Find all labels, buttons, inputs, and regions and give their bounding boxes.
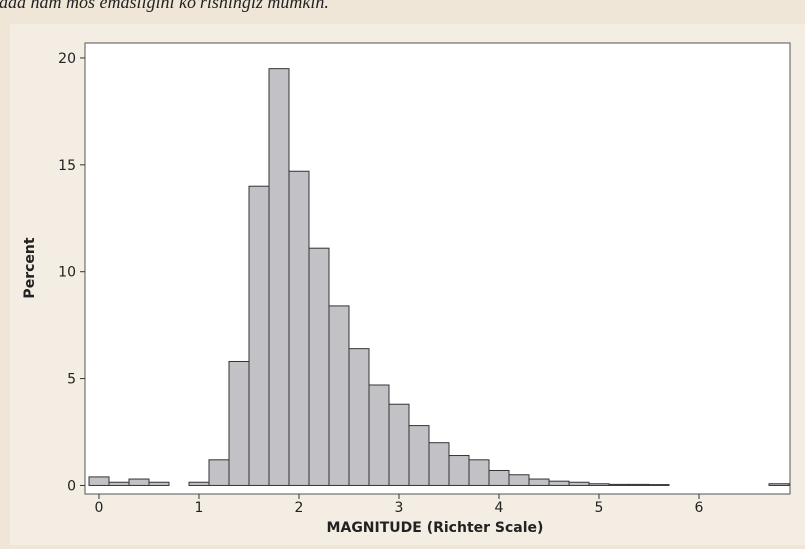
- y-axis-label: Percent: [22, 237, 38, 298]
- bar: [288, 170, 310, 486]
- bar: [408, 425, 430, 486]
- x-tick-label: 6: [695, 500, 704, 516]
- x-tick-label: 5: [595, 500, 604, 516]
- bar: [548, 480, 570, 486]
- bar: [88, 476, 110, 486]
- bar: [568, 481, 590, 486]
- bar: [368, 384, 390, 486]
- bar: [488, 469, 510, 486]
- y-tick-label: 10: [58, 265, 76, 281]
- y-tick-label: 0: [67, 478, 76, 494]
- x-tick-label: 1: [195, 500, 204, 516]
- x-tick-label: 3: [395, 500, 404, 516]
- x-tick-label: 0: [95, 500, 104, 516]
- bar: [768, 483, 790, 486]
- y-tick-label: 20: [58, 51, 76, 67]
- bar: [208, 459, 230, 486]
- bar: [228, 360, 250, 486]
- bar: [148, 481, 170, 486]
- y-tick-label: 5: [67, 372, 76, 388]
- x-tick-label: 4: [495, 500, 504, 516]
- bar: [528, 478, 550, 486]
- bar: [348, 348, 370, 486]
- bar: [608, 483, 630, 486]
- plot-area: [84, 42, 791, 495]
- y-tick-label: 15: [58, 158, 76, 174]
- x-axis-label: MAGNITUDE (Richter Scale): [327, 520, 544, 536]
- caption: fada ham mos emasligini ko'rishingiz mum…: [0, 0, 329, 12]
- bar: [588, 483, 610, 486]
- bar: [128, 478, 150, 486]
- bar: [328, 305, 350, 486]
- bar: [508, 474, 530, 486]
- bar: [308, 247, 330, 486]
- bar: [428, 442, 450, 486]
- bar: [108, 481, 130, 486]
- bar: [448, 455, 470, 486]
- bar: [628, 483, 650, 486]
- bar: [468, 459, 490, 486]
- bar: [268, 68, 290, 486]
- bar: [648, 484, 670, 486]
- x-tick-label: 2: [295, 500, 304, 516]
- bar: [388, 403, 410, 486]
- bar: [188, 481, 210, 486]
- bar: [248, 185, 270, 486]
